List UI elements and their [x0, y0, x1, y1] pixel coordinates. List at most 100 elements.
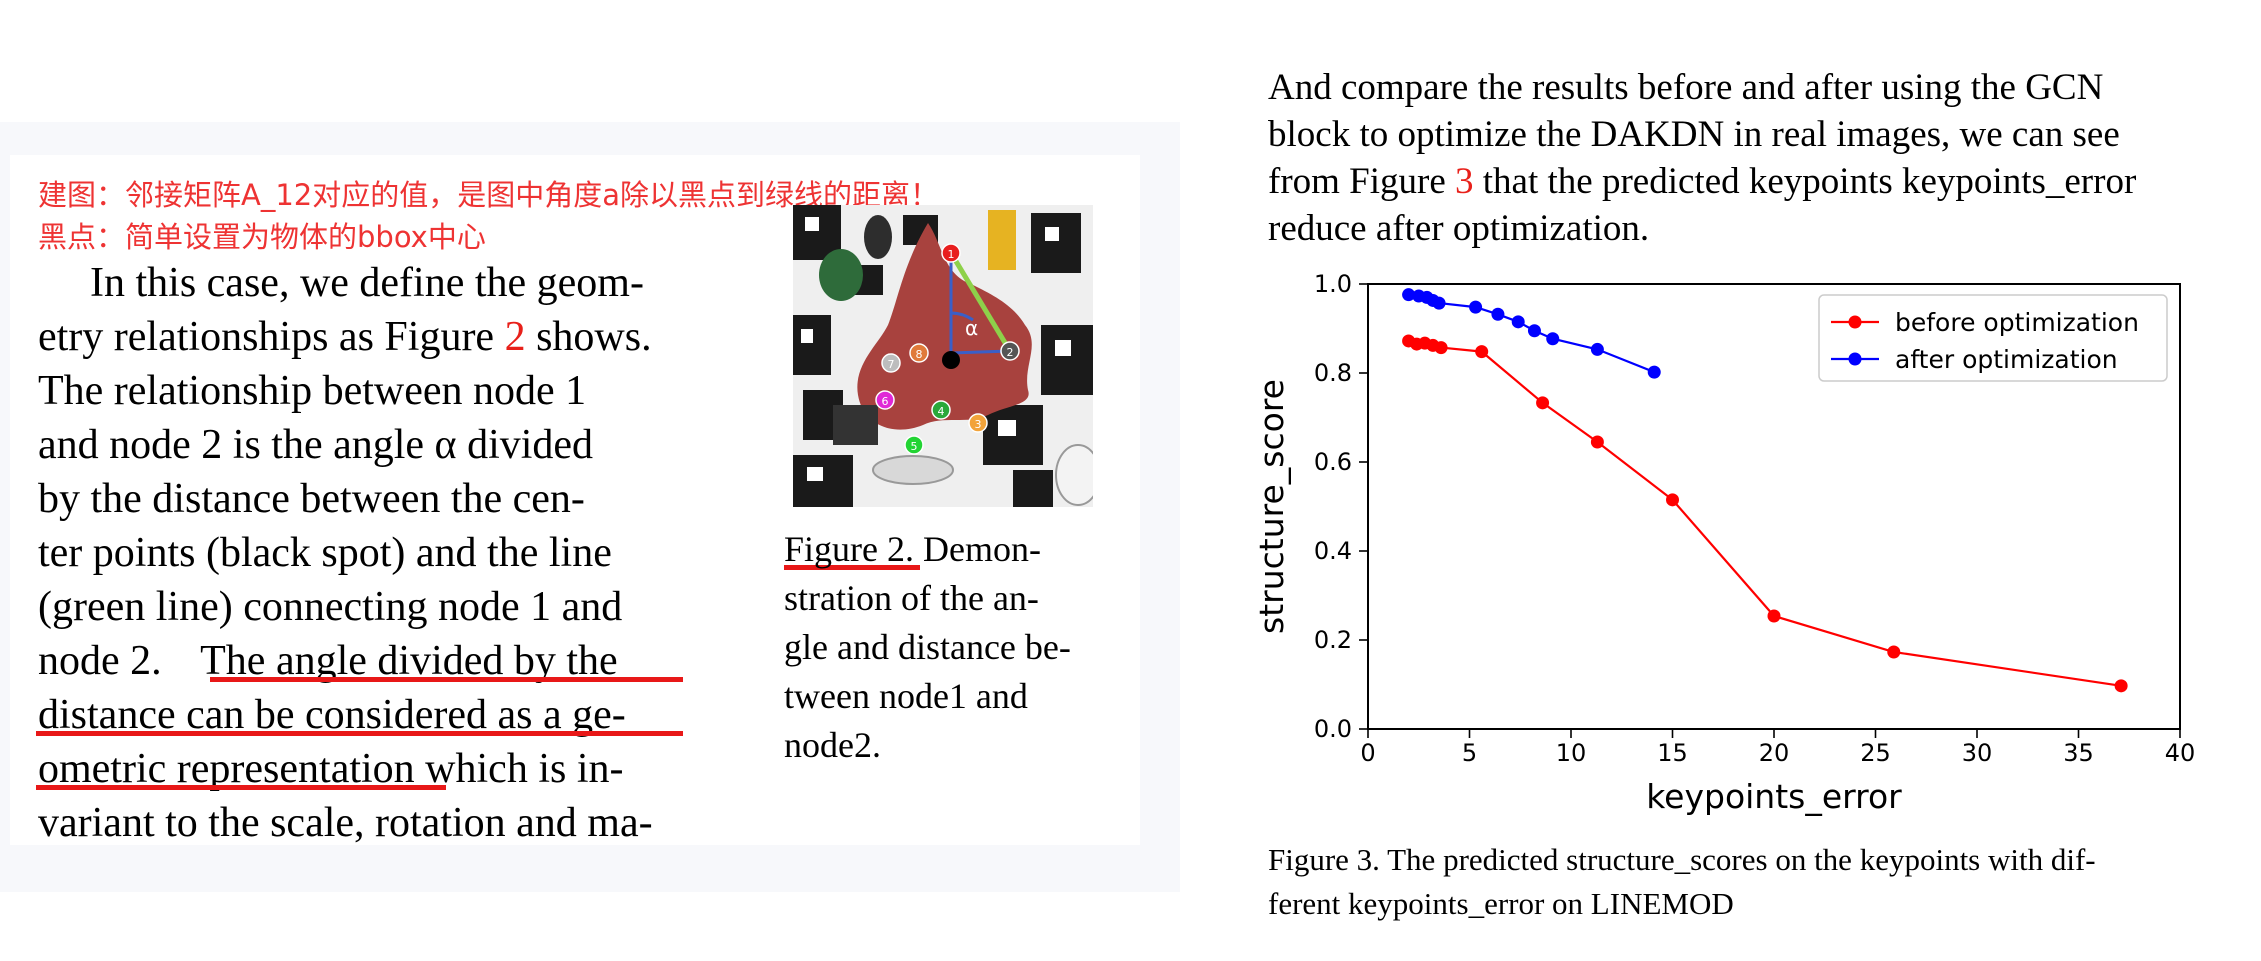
- figure-2-caption-line: node2.: [784, 725, 881, 765]
- data-point: [1590, 342, 1604, 356]
- node-label: 7: [888, 358, 895, 371]
- paragraph-line: ometric representation which is in-: [38, 742, 623, 796]
- legend-label: after optimization: [1895, 345, 2118, 374]
- figure-3-link[interactable]: 3: [1455, 161, 1474, 202]
- node-6-marker: [875, 390, 895, 410]
- x-tick-label: 0: [1360, 739, 1375, 767]
- x-tick-label: 25: [1860, 739, 1891, 767]
- highlight-underline: [36, 731, 683, 736]
- x-tick-label: 20: [1759, 739, 1790, 767]
- paragraph-line: etry relationships as Figure 2 shows.: [38, 310, 652, 364]
- node-1-marker: [941, 243, 961, 263]
- paragraph-text: shows.: [525, 314, 652, 360]
- paragraph-line: node 2. The angle divided by the: [38, 634, 618, 688]
- paragraph-line: block to optimize the DAKDN in real imag…: [1268, 114, 2120, 155]
- chart-series: [1402, 288, 2128, 693]
- x-tick-label: 35: [2063, 739, 2094, 767]
- caption-text: . Demon-: [905, 529, 1041, 569]
- data-point: [1590, 435, 1604, 449]
- node-8-marker: [909, 343, 929, 363]
- node-5-marker: [904, 435, 924, 455]
- paragraph-line: from Figure 3 that the predicted keypoin…: [1268, 158, 2136, 205]
- paragraph-line: And compare the results before and after…: [1268, 67, 2104, 108]
- node-4-marker: [931, 400, 951, 420]
- y-tick-label: 0.0: [1314, 715, 1352, 743]
- highlight-underline: [784, 565, 920, 570]
- node-3-marker: [968, 413, 988, 433]
- legend-box: [1818, 294, 2168, 382]
- chart-legend: before optimization after optimization: [1818, 294, 2168, 382]
- y-tick-label: 0.6: [1314, 448, 1352, 476]
- paragraph-text: from Figure: [1268, 161, 1456, 202]
- data-point: [1432, 296, 1446, 310]
- node-7-marker: [881, 353, 901, 373]
- node-label: 3: [975, 418, 982, 431]
- paragraph-line: In this case, we define the geom-: [90, 260, 644, 306]
- node-label: 8: [916, 348, 923, 361]
- data-point: [1402, 288, 1416, 302]
- data-point: [1767, 609, 1781, 623]
- x-tick-label: 10: [1556, 739, 1587, 767]
- chart-axes: 0 5 10 15 20 25 30 35 40 0.0 0.2 0.4 0.6 0.8 1.0 keypoi…: [1255, 270, 2195, 816]
- alpha-label: α: [965, 316, 978, 340]
- figure-2-caption-line: Figure 2. Demon-: [784, 525, 1041, 574]
- paragraph-line: (green line) connecting node 1 and: [38, 584, 623, 630]
- y-tick-label: 1.0: [1314, 270, 1352, 298]
- figure-2-caption-line: tween node1 and: [784, 676, 1028, 716]
- paragraph-text: which is in-: [414, 746, 624, 792]
- paragraph-text: that the predicted keypoints keypoints_e…: [1473, 161, 2137, 202]
- data-point: [1666, 493, 1679, 507]
- figure-2-caption-line: gle and distance be-: [784, 627, 1071, 667]
- y-tick-label: 0.4: [1314, 537, 1352, 565]
- annotation-line-1: 建图：邻接矩阵A_12对应的值，是图中角度a除以黑点到绿线的距离！: [38, 178, 940, 212]
- x-tick-label: 40: [2165, 739, 2195, 767]
- node-label: 4: [938, 405, 945, 418]
- node-2-marker: [1000, 341, 1020, 361]
- node-label: 2: [1007, 346, 1014, 359]
- x-tick-label: 15: [1657, 739, 1688, 767]
- data-point: [1511, 315, 1525, 329]
- y-tick-label: 0.8: [1314, 359, 1352, 387]
- figure-2-caption-line: stration of the an-: [784, 578, 1039, 618]
- figure-3-chart: 0 5 10 15 20 25 30 35 40 0.0 0.2 0.4 0.6 0.8 1.0 keypoi…: [1255, 270, 2195, 816]
- data-point: [1536, 396, 1550, 410]
- data-point: [1475, 345, 1489, 359]
- data-point: [1469, 300, 1483, 314]
- paragraph-line: reduce after optimization.: [1268, 208, 1650, 249]
- highlight-underline: [36, 785, 446, 790]
- paragraph-line: and node 2 is the angle α divided: [38, 422, 594, 468]
- legend-label: before optimization: [1895, 308, 2139, 337]
- highlighted-text: distance can be considered as a ge-: [38, 692, 626, 738]
- node-label: 5: [911, 440, 918, 453]
- highlighted-text: ometric representation: [38, 746, 415, 792]
- paragraph-text: etry relationships as Figure: [38, 314, 505, 360]
- figure-3-caption-line: ferent keypoints_error on LINEMOD: [1268, 886, 1734, 921]
- paragraph-line: by the distance between the cen-: [38, 476, 585, 522]
- y-axis-label: structure_score: [1255, 379, 1291, 634]
- data-point: [1647, 365, 1661, 379]
- figure-3-caption-line: Figure 3. The predicted structure_scores…: [1268, 842, 2096, 877]
- data-point: [2114, 679, 2128, 693]
- highlight-underline: [210, 677, 683, 682]
- x-tick-label: 30: [1962, 739, 1993, 767]
- paragraph-line: The relationship between node 1: [38, 368, 587, 414]
- series-line: [1408, 339, 2122, 687]
- annotation-line-2: 黑点：简单设置为物体的bbox中心: [38, 220, 486, 254]
- figure-2-caption-label: Figure 2: [784, 529, 905, 569]
- figure-2-link[interactable]: 2: [504, 314, 526, 360]
- legend-marker: [1848, 352, 1862, 366]
- data-point: [1491, 307, 1505, 321]
- data-point: [1546, 332, 1560, 346]
- paragraph-text: node 2.: [38, 638, 173, 684]
- figure-2-image: α 1 2 3 4 5 6 7 8: [793, 205, 1093, 507]
- paragraph-line: variant to the scale, rotation and ma-: [38, 800, 653, 846]
- x-axis-label: keypoints_error: [1646, 777, 1902, 816]
- node-label: 1: [948, 248, 955, 261]
- x-tick-label: 5: [1462, 739, 1477, 767]
- node-label: 6: [882, 395, 889, 408]
- paragraph-line: ter points (black spot) and the line: [38, 530, 612, 576]
- highlighted-text: The angle divided by the: [200, 638, 618, 684]
- data-point: [1434, 341, 1448, 355]
- data-point: [1887, 645, 1901, 659]
- legend-marker: [1848, 315, 1862, 329]
